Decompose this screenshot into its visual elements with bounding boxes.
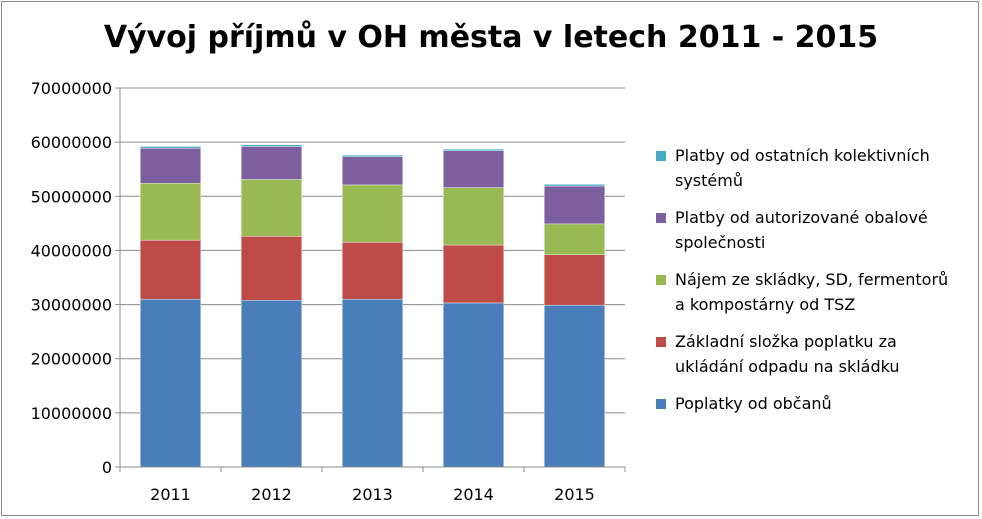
bar-segment (139, 183, 201, 241)
legend-label: Základní složka poplatku za ukládání odp… (675, 332, 900, 376)
bar-segment (342, 154, 404, 157)
legend-swatch (656, 275, 666, 285)
legend-swatch (656, 213, 666, 223)
legend: Platby od ostatních kolektivních systémů… (656, 143, 971, 428)
bar-segment (139, 298, 201, 468)
bar-segment (139, 147, 201, 184)
legend-item-packaging-company: Platby od autorizované obalové společnos… (656, 205, 971, 255)
y-tick-label: 10000000 (31, 404, 112, 423)
legend-item-citizen-fees: Poplatky od občanů (656, 391, 971, 416)
legend-label: Poplatky od občanů (675, 394, 832, 413)
bar-segment (443, 302, 505, 468)
bar-segment (544, 185, 606, 225)
bar-segment (342, 156, 404, 186)
legend-swatch (656, 337, 666, 347)
y-tick-label: 60000000 (31, 133, 112, 152)
bar-segment (443, 187, 505, 246)
legend-swatch (656, 151, 666, 161)
chart-title: Vývoj příjmů v OH města v letech 2011 - … (103, 20, 879, 55)
x-tick-label: 2013 (352, 485, 393, 504)
bar-segment (240, 236, 302, 301)
x-tick-label: 2012 (251, 485, 292, 504)
legend-swatch (656, 399, 666, 409)
bar-segment (544, 223, 606, 255)
axes (115, 87, 626, 472)
x-tick-label: 2014 (453, 485, 494, 504)
bar-segment (544, 304, 606, 468)
legend-item-landfill-rent: Nájem ze skládky, SD, fermentorů a kompo… (656, 267, 971, 317)
y-tick-label: 50000000 (31, 187, 112, 206)
y-tick-label: 70000000 (31, 79, 112, 98)
bar-segment (544, 254, 606, 306)
legend-label: Platby od ostatních kolektivních systémů (675, 146, 930, 190)
bar-segment (443, 148, 505, 152)
legend-label: Platby od autorizované obalové společnos… (675, 208, 928, 252)
bar-segment (342, 242, 404, 300)
bar-segment (139, 239, 201, 300)
tick-labels: 0 10000000 20000000 30000000 40000000 5000000… (31, 79, 595, 504)
bar-segment (342, 298, 404, 468)
bar-segment (240, 300, 302, 468)
bar-segment (544, 184, 606, 187)
bar-segment (443, 244, 505, 304)
y-tick-label: 30000000 (31, 296, 112, 315)
legend-item-other-collective-systems: Platby od ostatních kolektivních systémů (656, 143, 971, 193)
bar-segment (240, 144, 302, 147)
y-tick-label: 40000000 (31, 241, 112, 260)
bar-segment (342, 184, 404, 243)
y-tick-label: 0 (102, 458, 112, 477)
legend-label: Nájem ze skládky, SD, fermentorů a kompo… (675, 270, 949, 314)
x-tick-label: 2011 (150, 485, 191, 504)
y-tick-label: 20000000 (31, 350, 112, 369)
bar-segment (240, 179, 302, 237)
bars (139, 144, 606, 468)
bar-segment (139, 146, 201, 149)
x-tick-label: 2015 (554, 485, 595, 504)
legend-item-landfill-fee: Základní složka poplatku za ukládání odp… (656, 329, 971, 379)
bar-segment (443, 150, 505, 188)
bar-segment (240, 146, 302, 180)
